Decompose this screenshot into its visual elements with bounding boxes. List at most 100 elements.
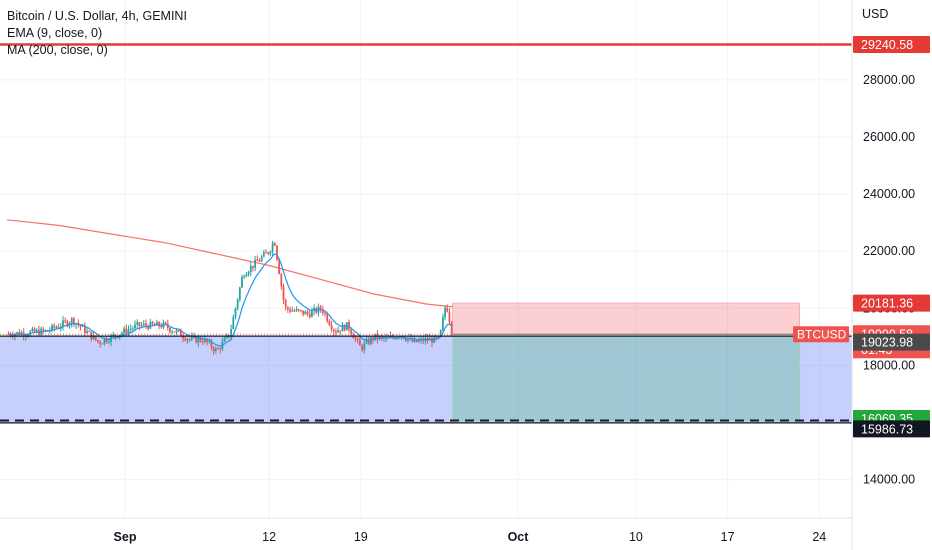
ma-series: [7, 219, 453, 308]
candle-body: [193, 336, 195, 338]
x-tick-label: Oct: [508, 530, 530, 544]
candle-body: [94, 335, 97, 340]
candle-body: [348, 322, 350, 330]
grid: [0, 0, 852, 518]
candle-body: [212, 347, 215, 352]
candle-body: [175, 330, 178, 333]
candle-body: [359, 339, 361, 346]
symbol-tag-bg: [793, 326, 849, 343]
candle-body: [448, 311, 451, 323]
candle-body: [293, 310, 296, 312]
chart-legend: Bitcoin / U.S. Dollar, 4h, GEMINI EMA (9…: [7, 8, 187, 59]
candle-body: [145, 323, 147, 326]
candle-body: [55, 327, 58, 329]
candle-body: [330, 325, 333, 330]
candle-body: [389, 336, 392, 338]
candle-body: [182, 336, 184, 339]
ema-9-line: [8, 253, 452, 347]
candle-body: [238, 287, 241, 300]
candle-body: [324, 313, 326, 315]
time-axis: Sep 12 19 Oct 10 17 24: [114, 530, 827, 544]
candle-body: [326, 313, 329, 322]
candle-body: [262, 252, 265, 257]
candle-body: [68, 323, 71, 326]
candle-body: [245, 274, 248, 277]
candle-body: [51, 325, 53, 331]
candle-body: [195, 336, 198, 343]
candle-body: [319, 306, 322, 310]
candle-body: [265, 252, 267, 254]
candle-body: [308, 313, 311, 318]
y-tick-label: 28000.00: [863, 73, 915, 87]
candle-body: [164, 322, 167, 324]
candle-body: [149, 321, 152, 329]
ma-legend: MA (200, close, 0): [7, 43, 108, 57]
ema-series: [8, 253, 452, 347]
candle-body: [86, 331, 88, 333]
candle-body: [46, 330, 49, 332]
candle-body: [44, 330, 47, 332]
y-tick-label: 26000.00: [863, 130, 915, 144]
x-tick-label: Sep: [114, 530, 137, 544]
x-tick-label: 17: [721, 530, 735, 544]
candle-body: [247, 272, 250, 275]
support-zone: [0, 336, 852, 423]
candle-body: [188, 339, 191, 341]
candle-body: [35, 329, 38, 332]
chart-title: Bitcoin / U.S. Dollar, 4h, GEMINI: [7, 9, 187, 23]
candle-body: [437, 336, 440, 338]
candle-body: [328, 321, 331, 326]
candle-body: [271, 243, 274, 252]
zone-bottom-tag-bg: [853, 420, 930, 438]
candle-body: [254, 259, 257, 268]
stop-loss-zone: [452, 302, 801, 335]
candle-body: [210, 341, 213, 348]
candle-body: [103, 339, 106, 344]
level-price-tag-bg: [853, 35, 930, 53]
candle-body: [92, 335, 95, 340]
candle-body: [356, 338, 359, 340]
candle-body: [53, 325, 56, 328]
take-profit-zone: [452, 333, 801, 421]
candle-body: [33, 328, 36, 332]
candle-body: [57, 327, 60, 329]
candle-body: [280, 274, 283, 287]
candle-body: [407, 339, 409, 341]
candle-body: [158, 322, 160, 327]
candle-body: [439, 330, 442, 337]
candle-body: [169, 327, 171, 332]
candle-body: [350, 329, 353, 335]
x-tick-label: 10: [629, 530, 643, 544]
candle-body: [140, 325, 143, 327]
candle-body: [339, 330, 342, 332]
candle-body: [184, 338, 187, 341]
candle-body: [206, 338, 208, 343]
candle-body: [173, 331, 176, 333]
candle-body: [81, 325, 84, 327]
candle-body: [276, 245, 278, 260]
candle-body: [450, 322, 453, 334]
candle-body: [243, 276, 246, 278]
y-tick-label: 24000.00: [863, 187, 915, 201]
ema-legend: EMA (9, close, 0): [7, 26, 103, 40]
candle-body: [361, 345, 364, 350]
x-tick-label: 24: [812, 530, 826, 544]
candle-body: [155, 322, 158, 326]
candle-body: [114, 334, 117, 337]
candle-body: [31, 328, 34, 332]
candle-body: [90, 331, 93, 340]
candle-body: [190, 336, 193, 340]
candle-body: [97, 339, 99, 342]
candle-body: [310, 310, 313, 318]
candle-body: [415, 339, 418, 342]
candle-body: [297, 309, 300, 311]
candle-body: [363, 343, 366, 350]
candle-body: [151, 321, 154, 325]
candle-body: [107, 341, 110, 343]
candle-body: [199, 338, 202, 342]
candle-body: [153, 324, 156, 326]
candle-body: [134, 324, 136, 329]
candle-body: [295, 309, 298, 311]
candle-body: [302, 310, 305, 315]
